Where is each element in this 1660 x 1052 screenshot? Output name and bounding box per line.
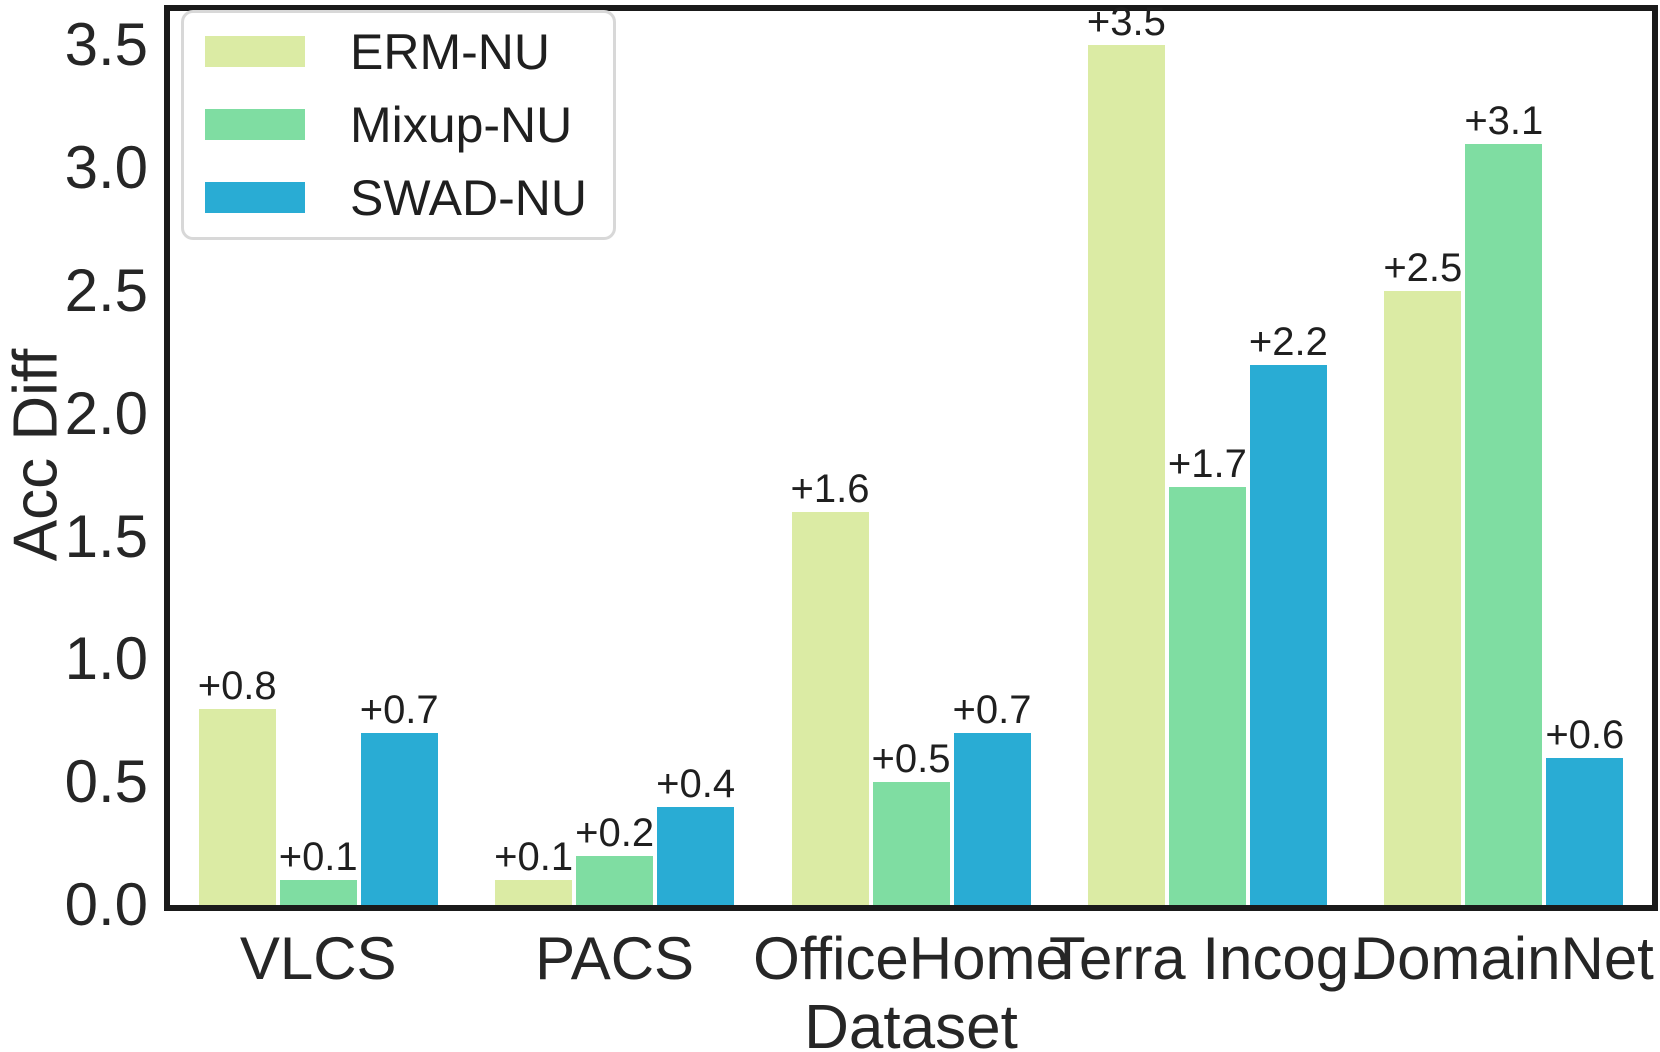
bar-value-label: +0.1: [278, 835, 358, 880]
bar-Mixup-NU-Terra Incog.: [1168, 487, 1246, 905]
bar-value-label: +0.7: [359, 688, 439, 733]
bar-value-label: +1.6: [790, 467, 870, 512]
bar-value-label: +2.2: [1248, 319, 1328, 364]
y-tick-label: 0.5: [64, 748, 148, 816]
x-tick-label: VLCS: [239, 925, 397, 992]
bar-Mixup-NU-VLCS: [279, 880, 357, 905]
bar-SWAD-NU-VLCS: [360, 733, 438, 905]
bar-Mixup-NU-DomainNet: [1465, 143, 1543, 905]
bar-ERM-NU-VLCS: [198, 708, 276, 905]
x-tick-label: DomainNet: [1353, 925, 1654, 992]
x-tick-label: PACS: [535, 925, 695, 992]
legend: ERM-NU Mixup-NU SWAD-NU: [181, 10, 616, 240]
bar-value-label: +0.2: [575, 810, 655, 855]
legend-label: Mixup-NU: [350, 96, 573, 153]
y-tick-label: 2.0: [64, 379, 148, 447]
bar-value-label: +0.1: [494, 835, 574, 880]
y-tick-label: 1.0: [64, 625, 148, 693]
legend-item: SWAD-NU: [184, 161, 613, 234]
y-tick-label: 2.5: [64, 256, 148, 324]
bar-SWAD-NU-Terra Incog.: [1249, 364, 1327, 905]
legend-swatch-Mixup-NU: [205, 109, 305, 140]
bar-value-label: +1.7: [1167, 442, 1247, 487]
bar-value-label: +0.5: [871, 737, 951, 782]
bar-ERM-NU-PACS: [495, 880, 573, 905]
x-axis-title: Dataset: [804, 993, 1018, 1052]
bar-Mixup-NU-PACS: [576, 855, 654, 905]
bar-value-label: +2.5: [1383, 245, 1463, 290]
legend-item: Mixup-NU: [184, 88, 613, 161]
y-tick-label: 1.5: [64, 502, 148, 570]
bar-SWAD-NU-DomainNet: [1546, 757, 1624, 905]
y-tick-label: 0.0: [64, 871, 148, 938]
bar-value-label: +0.8: [197, 663, 277, 708]
bar-SWAD-NU-OfficeHome: [953, 733, 1031, 905]
legend-label: ERM-NU: [350, 23, 550, 80]
x-tick-label: OfficeHome: [753, 925, 1069, 992]
bar-value-label: +0.6: [1545, 712, 1625, 757]
legend-label: SWAD-NU: [350, 169, 588, 226]
bar-SWAD-NU-PACS: [657, 806, 735, 905]
y-tick-label: 3.0: [64, 134, 148, 202]
bar-value-label: +0.4: [656, 761, 736, 806]
bar-value-label: +3.5: [1086, 0, 1166, 45]
bar-ERM-NU-Terra Incog.: [1087, 45, 1165, 905]
bar-ERM-NU-OfficeHome: [791, 512, 869, 905]
legend-swatch-SWAD-NU: [205, 182, 305, 213]
bar-value-label: +0.7: [952, 688, 1032, 733]
bar-value-label: +3.1: [1464, 98, 1544, 143]
y-tick-label: 3.5: [64, 11, 148, 79]
legend-item: ERM-NU: [184, 15, 613, 88]
bar-Mixup-NU-OfficeHome: [872, 782, 950, 905]
legend-swatch-ERM-NU: [205, 36, 305, 67]
x-tick-label: Terra Incog.: [1048, 925, 1366, 992]
bar-ERM-NU-DomainNet: [1384, 290, 1462, 905]
